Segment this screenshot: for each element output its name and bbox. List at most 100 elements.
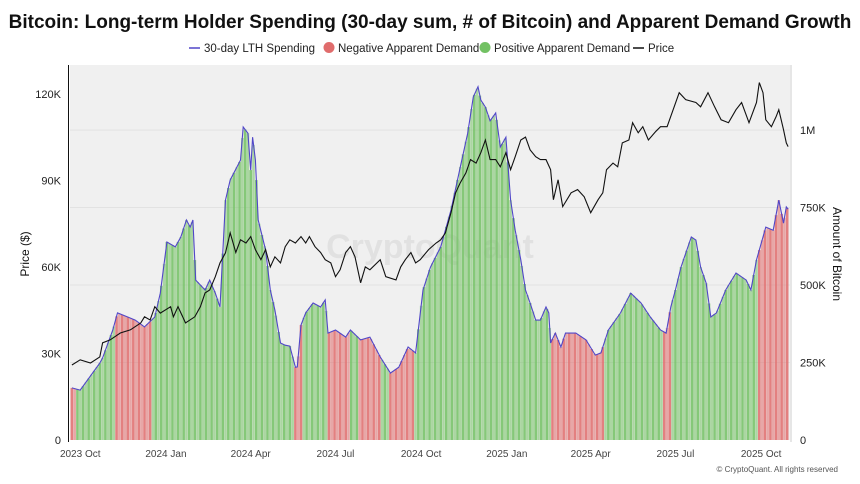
bar-positive-demand <box>646 312 649 440</box>
bar-negative-demand <box>559 347 563 440</box>
legend-item-lth-spending[interactable]: 30-day LTH Spending <box>189 43 315 55</box>
right-axis-ticks: 0 250K 500K 750K 1M <box>800 125 826 447</box>
bar-positive-demand <box>713 314 716 440</box>
bar-positive-demand <box>674 290 677 440</box>
bar-positive-demand <box>106 342 110 440</box>
bar-positive-demand <box>173 246 177 440</box>
bar-negative-demand <box>551 339 554 440</box>
bar-positive-demand <box>386 368 389 440</box>
legend-item-negative-demand[interactable]: Negative Apparent Demand <box>323 42 480 55</box>
bar-positive-demand <box>431 263 434 440</box>
bar-positive-demand <box>436 252 440 440</box>
bar-positive-demand <box>316 305 320 440</box>
bar-positive-demand <box>196 282 199 440</box>
bar-positive-demand <box>213 290 216 440</box>
bar-positive-demand <box>495 119 498 440</box>
bar-positive-demand <box>618 314 621 440</box>
bar-negative-demand <box>769 229 772 440</box>
bar-positive-demand <box>481 102 484 441</box>
bar-positive-demand <box>87 378 90 440</box>
bar-positive-demand <box>718 303 722 440</box>
bar-positive-demand <box>308 307 311 440</box>
bar-positive-demand <box>679 267 683 440</box>
bar-positive-demand <box>637 301 641 440</box>
bar-negative-demand <box>115 316 118 440</box>
bar-positive-demand <box>185 219 188 440</box>
bar-positive-demand <box>500 143 504 440</box>
bar-positive-demand <box>322 302 325 440</box>
bar-positive-demand <box>654 324 658 440</box>
bar-positive-demand <box>257 223 261 440</box>
bar-positive-demand <box>542 311 546 440</box>
bar-positive-demand <box>523 283 526 440</box>
bar-positive-demand <box>235 167 239 441</box>
right-tick-label: 1M <box>800 125 815 137</box>
bar-positive-demand <box>657 327 660 440</box>
bar-positive-demand <box>285 345 289 440</box>
bar-negative-demand <box>553 333 557 440</box>
bar-positive-demand <box>182 228 185 440</box>
right-tick-label: 500K <box>800 280 826 292</box>
left-tick-label: 90K <box>41 175 61 187</box>
bar-positive-demand <box>735 273 739 440</box>
bar-positive-demand <box>101 357 104 440</box>
bar-negative-demand <box>70 387 74 440</box>
bar-negative-demand <box>598 353 602 440</box>
bar-negative-demand <box>573 333 577 440</box>
bar-positive-demand <box>629 293 633 440</box>
bar-positive-demand <box>632 295 635 440</box>
legend-item-positive-demand[interactable]: Positive Apparent Demand <box>479 42 631 55</box>
bar-negative-demand <box>363 338 367 440</box>
bar-positive-demand <box>671 300 674 440</box>
bar-positive-demand <box>260 234 264 440</box>
x-tick-label: 2025 Jul <box>657 449 695 460</box>
bar-positive-demand <box>288 346 292 440</box>
bar-negative-demand <box>595 354 599 440</box>
bar-positive-demand <box>486 115 490 441</box>
bar-positive-demand <box>537 320 540 440</box>
bar-negative-demand <box>562 338 565 440</box>
bar-positive-demand <box>324 310 328 440</box>
bar-positive-demand <box>447 216 451 440</box>
x-tick-label: 2024 Jan <box>145 449 186 460</box>
right-tick-label: 0 <box>800 435 806 447</box>
bar-positive-demand <box>716 310 719 440</box>
bar-positive-demand <box>489 119 493 440</box>
bar-negative-demand <box>372 344 375 440</box>
bar-positive-demand <box>187 225 191 440</box>
bar-positive-demand <box>635 298 638 440</box>
bar-positive-demand <box>755 259 758 440</box>
bar-positive-demand <box>176 241 180 440</box>
right-tick-label: 750K <box>800 203 826 215</box>
bar-negative-demand <box>126 316 130 440</box>
x-tick-label: 2024 Oct <box>401 449 442 460</box>
bar-negative-demand <box>783 217 786 440</box>
bar-negative-demand <box>403 355 406 440</box>
bar-positive-demand <box>425 278 429 440</box>
bar-negative-demand <box>757 250 761 440</box>
bar-positive-demand <box>428 269 431 440</box>
bar-positive-demand <box>702 275 705 440</box>
bar-positive-demand <box>109 335 113 440</box>
bar-positive-demand <box>732 276 736 440</box>
bar-positive-demand <box>520 265 524 440</box>
legend-item-price[interactable]: Price <box>633 43 674 55</box>
bar-positive-demand <box>266 266 269 440</box>
left-tick-label: 30K <box>41 348 61 360</box>
bar-negative-demand <box>590 349 593 440</box>
bar-negative-demand <box>120 314 124 440</box>
bar-positive-demand <box>704 283 708 440</box>
bar-positive-demand <box>199 285 202 440</box>
bar-negative-demand <box>785 208 789 440</box>
bar-positive-demand <box>498 140 501 440</box>
bar-positive-demand <box>738 275 742 440</box>
bar-positive-demand <box>104 350 107 440</box>
bar-positive-demand <box>352 333 356 440</box>
bar-negative-demand <box>777 200 781 440</box>
bar-positive-demand <box>355 336 359 440</box>
bar-negative-demand <box>134 320 138 440</box>
bar-positive-demand <box>319 307 322 440</box>
bar-positive-demand <box>545 309 549 440</box>
bar-positive-demand <box>232 172 236 440</box>
legend-circle-icon <box>479 42 491 53</box>
